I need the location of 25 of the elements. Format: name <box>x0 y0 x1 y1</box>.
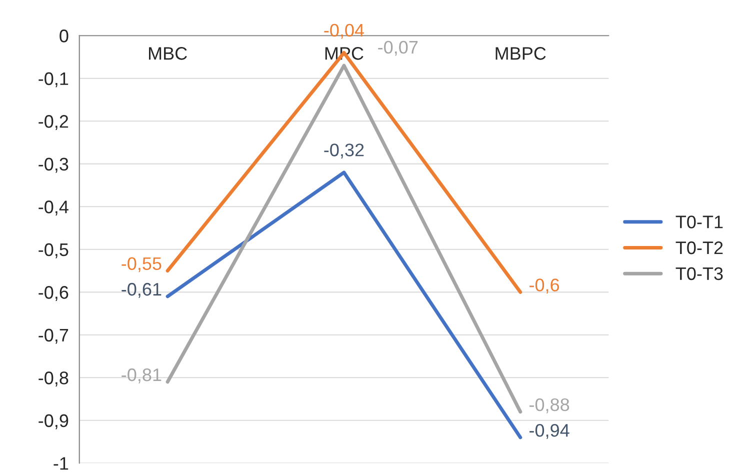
data-label: -0,6 <box>530 278 560 294</box>
y-tick-label: -1 <box>54 457 68 470</box>
legend-label: T0-T3 <box>676 267 723 280</box>
data-label: -0,94 <box>530 424 570 439</box>
y-tick-label: -0,4 <box>38 200 68 216</box>
data-label: -0,04 <box>324 24 364 39</box>
y-tick-label: -0,8 <box>38 372 68 386</box>
y-tick-label: -0,6 <box>38 286 68 301</box>
data-label: -0,32 <box>324 144 364 158</box>
y-tick-label: -0,1 <box>38 72 68 88</box>
x-tick-label: MBC <box>149 47 187 60</box>
data-label: -0,88 <box>530 398 570 414</box>
legend-label: T0-T1 <box>676 216 723 228</box>
y-tick-label: -0,7 <box>38 328 68 344</box>
data-label: -0,61 <box>122 282 162 298</box>
data-label: -0,07 <box>378 40 418 56</box>
x-tick-label: MBPC <box>496 47 546 60</box>
data-label: -0,55 <box>122 257 162 272</box>
y-tick-label: -0,3 <box>38 158 68 173</box>
y-tick-label: -0,2 <box>38 115 68 130</box>
data-label: -0,81 <box>122 368 162 384</box>
y-tick-label: -0,5 <box>38 243 68 258</box>
y-tick-label: 0 <box>60 30 68 42</box>
y-tick-label: -0,9 <box>38 414 68 430</box>
legend-label: T0-T2 <box>676 241 723 254</box>
